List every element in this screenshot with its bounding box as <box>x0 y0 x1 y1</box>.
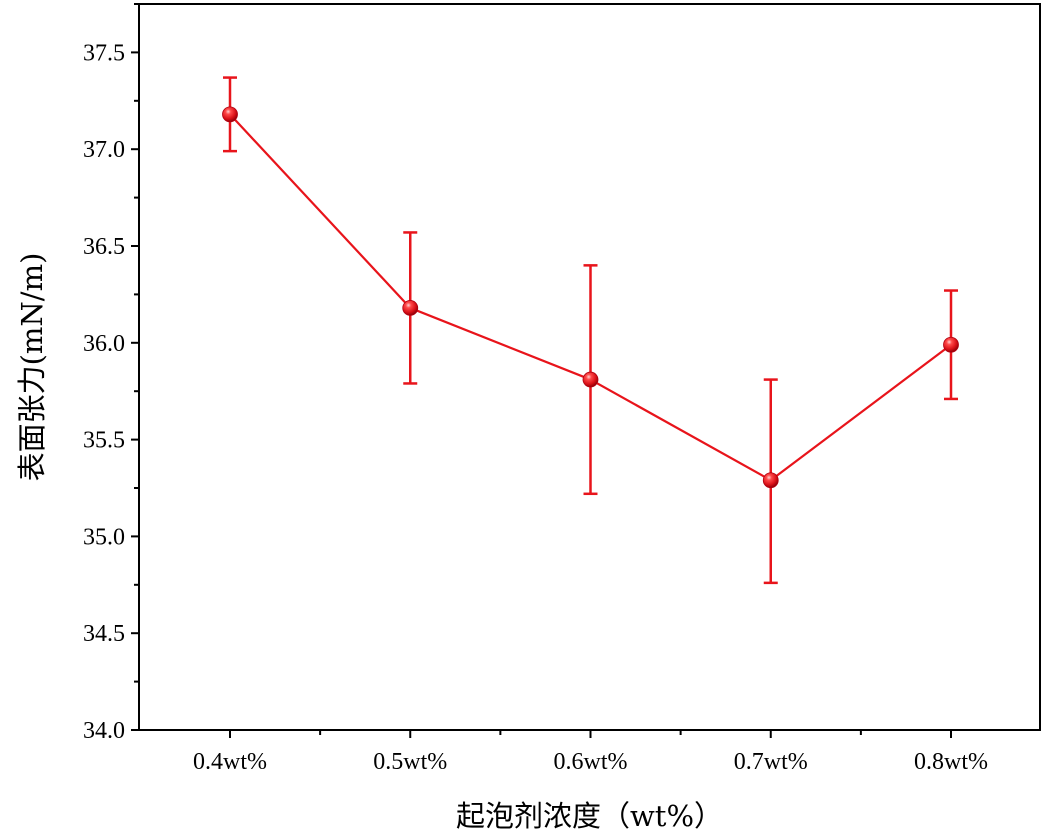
x-tick-label: 0.8wt% <box>914 749 988 775</box>
data-point <box>222 106 238 123</box>
y-tick-label: 35.5 <box>83 428 125 454</box>
y-axis-title: 表面张力(mN/m) <box>15 253 49 482</box>
x-tick-label: 0.7wt% <box>734 749 808 775</box>
y-tick-label: 35.0 <box>83 524 125 550</box>
y-tick-label: 36.0 <box>83 331 125 357</box>
data-point <box>582 371 599 388</box>
y-tick-label: 34.0 <box>83 718 125 744</box>
y-tick-label: 34.5 <box>83 621 125 647</box>
y-axis-ticks: 34.0 34.5 35.0 35.5 36.0 36.5 37.0 37.5 <box>83 3 139 744</box>
data-markers <box>222 106 959 489</box>
data-point <box>762 472 779 489</box>
data-point <box>943 336 959 353</box>
x-tick-label: 0.5wt% <box>373 749 447 775</box>
error-bars <box>223 76 958 585</box>
x-tick-label: 0.4wt% <box>193 749 267 775</box>
x-tick-label: 0.6wt% <box>554 749 628 775</box>
y-tick-label: 36.5 <box>83 234 125 260</box>
data-point <box>402 300 419 316</box>
y-tick-label: 37.0 <box>83 137 125 163</box>
x-axis-ticks: 0.4wt% 0.5wt% 0.6wt% 0.7wt% 0.8wt% <box>193 730 988 775</box>
y-tick-label: 37.5 <box>83 40 125 66</box>
plot-frame <box>138 3 1041 731</box>
x-axis-title: 起泡剂浓度（wt%） <box>456 799 723 833</box>
